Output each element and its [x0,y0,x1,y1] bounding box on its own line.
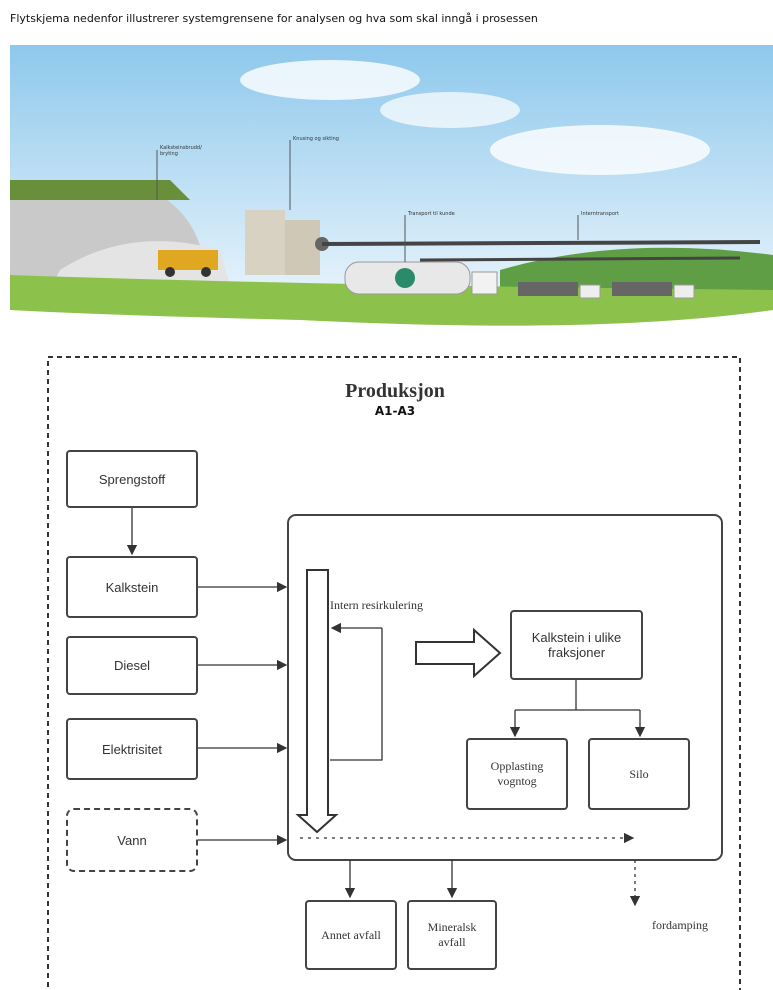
input-box: Diesel [66,636,198,695]
input-box: Sprengstoff [66,450,198,508]
evaporation-label: fordamping [640,916,720,934]
caption: Flytskjema nedenfor illustrerer systemgr… [10,8,538,28]
recycling-label: Intern resirkulering [330,596,460,614]
output-box: Silo [588,738,690,810]
input-box: Elektrisitet [66,718,198,780]
page: Flytskjema nedenfor illustrerer systemgr… [0,0,773,990]
output-box: Opplasting vogntog [466,738,568,810]
illustration-label: Transport til kunde [408,211,458,217]
illustration [10,45,773,326]
illustration-label: Kalksteinsbrudd/ bryting [160,145,210,157]
input-box: Vann [66,808,198,872]
illustration-label: Interntransport [581,211,631,217]
waste-box: Annet avfall [305,900,397,970]
product-box: Kalkstein i ulike fraksjoner [510,610,643,680]
waste-box: Mineralsk avfall [407,900,497,970]
diagram-subtitle: A1-A3 [345,403,445,419]
input-box: Kalkstein [66,556,198,618]
diagram-title: Produksjon [295,378,495,404]
illustration-label: Knusing og sikting [293,136,343,142]
